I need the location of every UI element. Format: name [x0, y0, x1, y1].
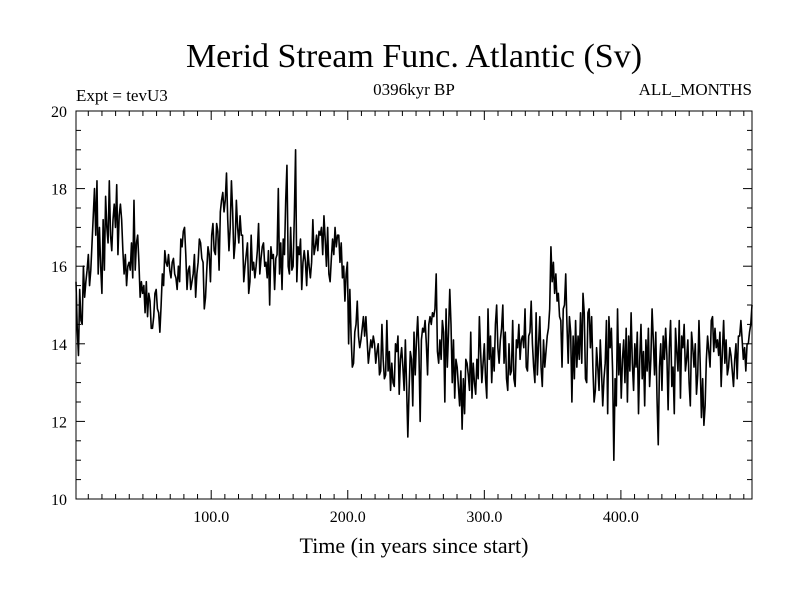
x-tick-label: 300.0 — [466, 509, 502, 526]
x-axis-ticks: 100.0 200.0 300.0 400.0 — [87, 111, 745, 526]
y-tick-label: 20 — [51, 104, 67, 121]
y-tick-label: 16 — [51, 259, 67, 276]
period-label: 0396kyr BP — [373, 80, 455, 99]
chart-title: Merid Stream Func. Atlantic (Sv) — [186, 38, 642, 75]
y-tick-label: 10 — [51, 492, 67, 509]
x-tick-label: 200.0 — [330, 509, 366, 526]
y-tick-label: 18 — [51, 182, 67, 199]
months-label: ALL_MONTHS — [639, 80, 752, 99]
series-line-msf-atlantic — [75, 149, 753, 461]
x-tick-label: 400.0 — [603, 509, 639, 526]
x-axis-label: Time (in years since start) — [300, 533, 529, 558]
y-tick-label: 14 — [51, 337, 67, 354]
plot-frame — [75, 110, 753, 500]
experiment-label: Expt = tevU3 — [76, 86, 168, 105]
y-axis-ticks: 10 12 14 16 18 20 — [51, 104, 752, 509]
y-tick-label: 12 — [51, 414, 67, 431]
x-tick-label: 100.0 — [193, 509, 229, 526]
